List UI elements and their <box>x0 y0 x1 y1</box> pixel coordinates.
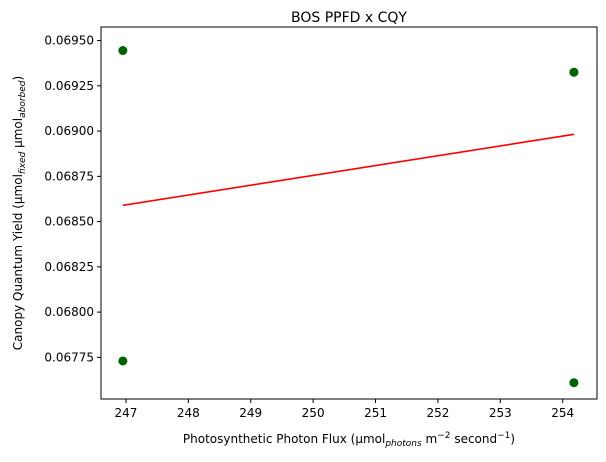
x-tick-label: 250 <box>302 406 325 420</box>
y-tick-label: 0.06875 <box>44 169 94 183</box>
x-tick-label: 252 <box>426 406 449 420</box>
axes-frame <box>100 26 598 400</box>
x-tick-label: 254 <box>551 406 574 420</box>
y-tick-label: 0.06925 <box>44 79 94 93</box>
y-tick-label: 0.06825 <box>44 260 94 274</box>
plot-area: 247 248 249 250 251 252 253 254 0.067750.068000… <box>44 26 598 420</box>
x-axis-label: Photosynthetic Photon Flux (µmolphotons … <box>183 431 515 449</box>
x-tick-label: 248 <box>177 406 200 420</box>
chart-title: BOS PPFD x CQY <box>291 10 407 26</box>
y-axis: 0.06775 0.06800 0.06825 0.06850 0.06875 0.069… <box>44 34 101 364</box>
y-tick-label: 0.06800 <box>44 305 94 319</box>
y-tick-label: 0.06775 <box>44 350 94 364</box>
scatter-point <box>118 46 128 56</box>
scatter-point <box>569 67 579 77</box>
y-tick-label: 0.06850 <box>44 215 94 229</box>
y-tick-label: 0.06900 <box>44 124 94 138</box>
y-tick-label: 0.06950 <box>44 34 94 48</box>
scatter-point <box>118 356 128 366</box>
y-axis-label: Canopy Quantum Yield (µmolfixed µmolabor… <box>11 76 28 350</box>
x-tick-label: 253 <box>489 406 512 420</box>
x-tick-label: 247 <box>115 406 138 420</box>
x-tick-label: 251 <box>364 406 387 420</box>
x-axis: 247 248 249 250 251 252 253 254 <box>115 399 574 420</box>
scatter-point <box>569 378 579 388</box>
trend-line <box>122 133 575 207</box>
series-layer <box>118 46 579 388</box>
x-tick-label: 249 <box>239 406 262 420</box>
